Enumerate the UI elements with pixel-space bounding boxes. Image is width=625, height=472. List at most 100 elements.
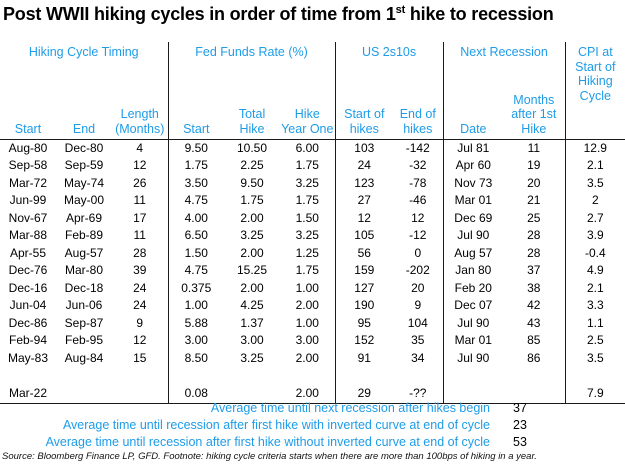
- cell: Aug 57: [454, 245, 493, 260]
- cell: [280, 367, 336, 384]
- cell: 91: [357, 350, 371, 365]
- cell: 9: [393, 297, 444, 315]
- cell: Jun-04: [9, 298, 47, 313]
- cell: Dec-76: [8, 263, 48, 278]
- cell: 6.00: [280, 139, 336, 157]
- cell: 3.25: [240, 228, 264, 243]
- cell: Mar-22: [0, 384, 56, 404]
- cell: [56, 367, 112, 384]
- group-header-us-2s10s: US 2s10s: [335, 42, 444, 69]
- title-text-suffix: hike to recession: [405, 4, 554, 24]
- column-header-ff-start: Start: [168, 69, 225, 140]
- cell: Jan 80: [455, 263, 492, 278]
- cell: 1.1: [586, 315, 604, 330]
- group-header-fed-funds-rate: Fed Funds Rate (%): [168, 42, 336, 69]
- cell: 17: [112, 209, 169, 227]
- cell: 24: [357, 158, 371, 173]
- cell: 28: [112, 244, 169, 262]
- cell: 12: [112, 332, 169, 350]
- cell: -78: [393, 174, 444, 192]
- cell: Feb-94: [8, 333, 48, 348]
- summary-row-next-recession: Average time until next recession after …: [0, 399, 625, 416]
- cell: Sep-58: [8, 158, 48, 173]
- cell: [393, 367, 444, 384]
- cell: [443, 367, 503, 384]
- cell: 5.88: [184, 315, 208, 330]
- cell: [56, 384, 112, 404]
- cell: 3.25: [280, 174, 336, 192]
- summary-row-with-inverted-curve: Average time until recession after first…: [0, 416, 625, 433]
- column-header-date: Date: [443, 69, 504, 140]
- cell: Dec-80: [64, 141, 104, 155]
- cell: 3.00: [280, 332, 336, 350]
- summary-label: Average time until recession after first…: [45, 434, 490, 449]
- column-header-total-hike: Total Hike: [224, 69, 281, 140]
- cell: 56: [357, 245, 371, 260]
- cell: 3.9: [586, 228, 604, 243]
- table-row: Mar-88 Feb-89 11 6.50 3.25 3.25 105 -12 Jul 90 28…: [0, 227, 625, 245]
- cell: Mar 01: [454, 333, 492, 348]
- cell: 27: [357, 193, 371, 208]
- cell: 3.3: [586, 298, 604, 313]
- cell: Feb-89: [64, 228, 104, 243]
- table-row: Sep-58 Sep-59 12 1.75 2.25 1.75 24 -32 Apr 60 19 2…: [0, 157, 625, 175]
- cell: 2.00: [240, 280, 264, 295]
- summary-label: Average time until recession after first…: [62, 417, 490, 432]
- cell: 24: [112, 297, 169, 315]
- cell: Aug-57: [64, 245, 104, 260]
- table-row: Dec-86 Sep-87 9 5.88 1.37 1.00 95 104 Jul 90 43 1.…: [0, 314, 625, 332]
- cell: 3.25: [280, 227, 336, 245]
- cell: 2.5: [586, 333, 604, 348]
- table-row: Jun-99 May-00 11 4.75 1.75 1.75 27 -46 Mar 01 21 2: [0, 192, 625, 210]
- cell: 4.9: [586, 263, 604, 278]
- cell: 3.00: [240, 333, 264, 348]
- hiking-cycles-table: Hiking Cycle Timing Fed Funds Rate (%) U…: [0, 42, 625, 404]
- table-header: Hiking Cycle Timing Fed Funds Rate (%) U…: [0, 42, 625, 140]
- cell: 85: [503, 332, 566, 350]
- cell: 159: [354, 263, 375, 278]
- cell: Nov-67: [8, 210, 48, 225]
- cell: 2.7: [586, 210, 604, 225]
- cell: 1.75: [240, 193, 264, 208]
- cell: 7.9: [565, 384, 625, 404]
- cell: 1.75: [280, 262, 336, 280]
- cell: Mar-88: [8, 228, 47, 243]
- cell: 1.50: [184, 245, 208, 260]
- cell: Dec-16: [8, 280, 48, 295]
- column-header-start-of-hikes: Start of hikes: [335, 69, 394, 140]
- cell: 1.00: [280, 314, 336, 332]
- cell: [0, 367, 56, 384]
- cell: 103: [354, 141, 375, 155]
- cell: [503, 384, 566, 404]
- cell: 123: [354, 175, 375, 190]
- cell: 21: [503, 192, 566, 210]
- cell: 29: [335, 384, 394, 404]
- cell: 12: [393, 209, 444, 227]
- cell: 25: [503, 209, 566, 227]
- cell: May-83: [7, 350, 48, 365]
- cell: Jul 90: [457, 350, 490, 365]
- cell: [443, 384, 504, 404]
- cell: 12: [357, 210, 371, 225]
- cell: 28: [503, 244, 566, 262]
- cell: Dec-86: [8, 315, 48, 330]
- cell: 1.25: [280, 244, 336, 262]
- cell: 2.00: [240, 245, 264, 260]
- cell: 11: [112, 192, 169, 210]
- cell: 2: [591, 193, 599, 208]
- cell: 0.08: [168, 384, 225, 404]
- cell: 8.50: [184, 350, 208, 365]
- cell: [112, 384, 169, 404]
- cell: Feb 20: [454, 280, 492, 295]
- cell: 6.50: [184, 228, 208, 243]
- table-row: Feb-94 Feb-95 12 3.00 3.00 3.00 152 35 Mar 01 85 2…: [0, 332, 625, 350]
- cell: 4.25: [240, 298, 264, 313]
- cell: Jul 90: [457, 315, 490, 330]
- cell: 1.75: [184, 158, 208, 173]
- cell: Dec 07: [454, 298, 493, 313]
- cell: 1.00: [280, 279, 336, 297]
- title-text: Post WWII hiking cycles in order of time…: [3, 4, 396, 24]
- summary-row-without-inverted-curve: Average time until recession after first…: [0, 433, 625, 450]
- cell: 3.25: [240, 350, 264, 365]
- table-row: May-83 Aug-84 15 8.50 3.25 2.00 91 34 Jul 90 86 3.…: [0, 349, 625, 367]
